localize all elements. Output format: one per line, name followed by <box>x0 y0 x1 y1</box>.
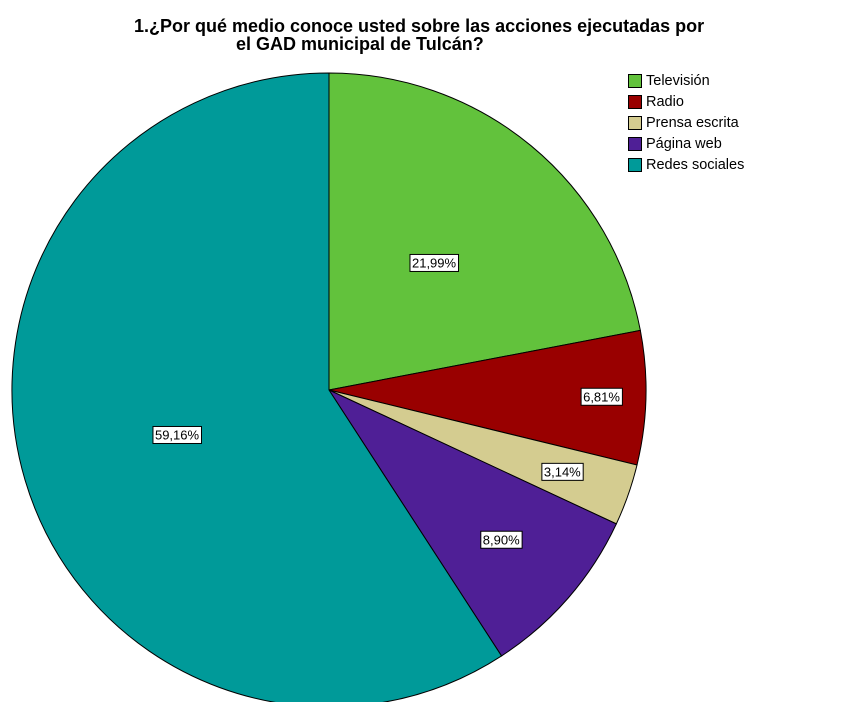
chart-title-line-1: 1.¿Por qué medio conoce usted sobre las … <box>134 16 705 36</box>
legend-item: Página web <box>628 133 744 154</box>
legend-swatch <box>628 157 642 172</box>
legend-label: Redes sociales <box>646 156 745 173</box>
pie-slice-televisi-n <box>328 72 641 391</box>
slice-data-label: 3,14% <box>541 462 584 481</box>
chart-title-line-2: el GAD municipal de Tulcán? <box>236 34 484 54</box>
slice-label-box <box>409 253 460 272</box>
slice-data-label: 8,90% <box>480 530 523 549</box>
slice-data-label: 59,16% <box>152 425 203 444</box>
slice-label-box <box>152 425 203 444</box>
slice-label-text: 6,81% <box>583 389 620 404</box>
legend-label: Prensa escrita <box>646 114 739 131</box>
slice-data-label: 6,81% <box>580 387 623 406</box>
slice-label-text: 8,90% <box>483 532 520 547</box>
pie-slice-radio <box>328 329 647 466</box>
legend-swatch <box>628 73 642 88</box>
legend-label: Televisión <box>646 72 710 89</box>
legend-label: Radio <box>646 93 684 110</box>
slice-label-text: 21,99% <box>412 255 457 270</box>
slice-label-text: 3,14% <box>544 464 581 479</box>
slice-label-box <box>541 462 584 481</box>
legend-item: Radio <box>628 91 744 112</box>
slice-label-box <box>480 530 523 549</box>
slice-label-box <box>580 387 623 406</box>
legend-swatch <box>628 115 642 130</box>
legend-item: Prensa escrita <box>628 112 744 133</box>
legend-swatch <box>628 136 642 151</box>
pie-slice-redes-sociales <box>11 72 503 702</box>
chart-legend: Televisión Radio Prensa escrita Página web R… <box>628 70 744 175</box>
slice-data-label: 21,99% <box>409 253 460 272</box>
legend-swatch <box>628 94 642 109</box>
pie-slice-p-gina-web <box>327 388 618 657</box>
legend-item: Redes sociales <box>628 154 744 175</box>
legend-label: Página web <box>646 135 722 152</box>
legend-item: Televisión <box>628 70 744 91</box>
slice-label-text: 59,16% <box>155 427 200 442</box>
